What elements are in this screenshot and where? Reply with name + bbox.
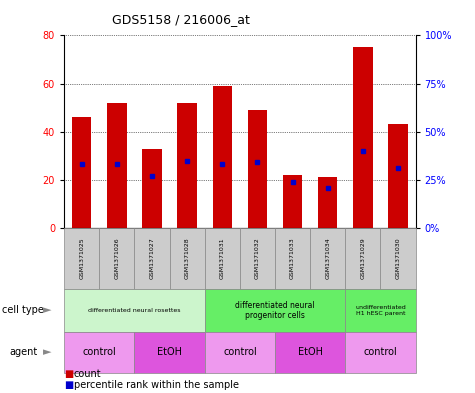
Bar (248, 110, 267, 228)
Text: undifferentiated
H1 hESC parent: undifferentiated H1 hESC parent (355, 305, 406, 316)
Text: ►: ► (43, 305, 52, 316)
Text: count: count (74, 369, 101, 379)
Bar (318, 177, 337, 228)
Text: differentiated neural rosettes: differentiated neural rosettes (88, 308, 180, 313)
Text: control: control (363, 347, 398, 357)
Bar (178, 103, 197, 228)
Bar (142, 149, 162, 228)
Text: ►: ► (43, 347, 52, 357)
Text: EtOH: EtOH (298, 347, 323, 357)
Text: GDS5158 / 216006_at: GDS5158 / 216006_at (112, 13, 249, 26)
Text: EtOH: EtOH (157, 347, 182, 357)
Text: GSM1371028: GSM1371028 (185, 238, 190, 279)
Bar (213, 86, 232, 228)
Text: agent: agent (10, 347, 38, 357)
Text: GSM1371027: GSM1371027 (150, 237, 154, 279)
Text: control: control (82, 347, 116, 357)
Text: ■: ■ (64, 369, 73, 379)
Text: GSM1371026: GSM1371026 (114, 238, 119, 279)
Text: differentiated neural
progenitor cells: differentiated neural progenitor cells (235, 301, 315, 320)
Bar (389, 125, 408, 228)
Bar (353, 48, 372, 228)
Text: GSM1371030: GSM1371030 (396, 238, 400, 279)
Bar (107, 103, 126, 228)
Bar (72, 117, 91, 228)
Text: GSM1371032: GSM1371032 (255, 237, 260, 279)
Text: control: control (223, 347, 257, 357)
Text: GSM1371034: GSM1371034 (325, 237, 330, 279)
Text: GSM1371031: GSM1371031 (220, 238, 225, 279)
Text: ■: ■ (64, 380, 73, 390)
Bar (283, 175, 302, 228)
Text: cell type: cell type (2, 305, 44, 316)
Text: percentile rank within the sample: percentile rank within the sample (74, 380, 238, 390)
Text: GSM1371025: GSM1371025 (79, 238, 84, 279)
Text: GSM1371033: GSM1371033 (290, 237, 295, 279)
Text: GSM1371029: GSM1371029 (361, 237, 365, 279)
